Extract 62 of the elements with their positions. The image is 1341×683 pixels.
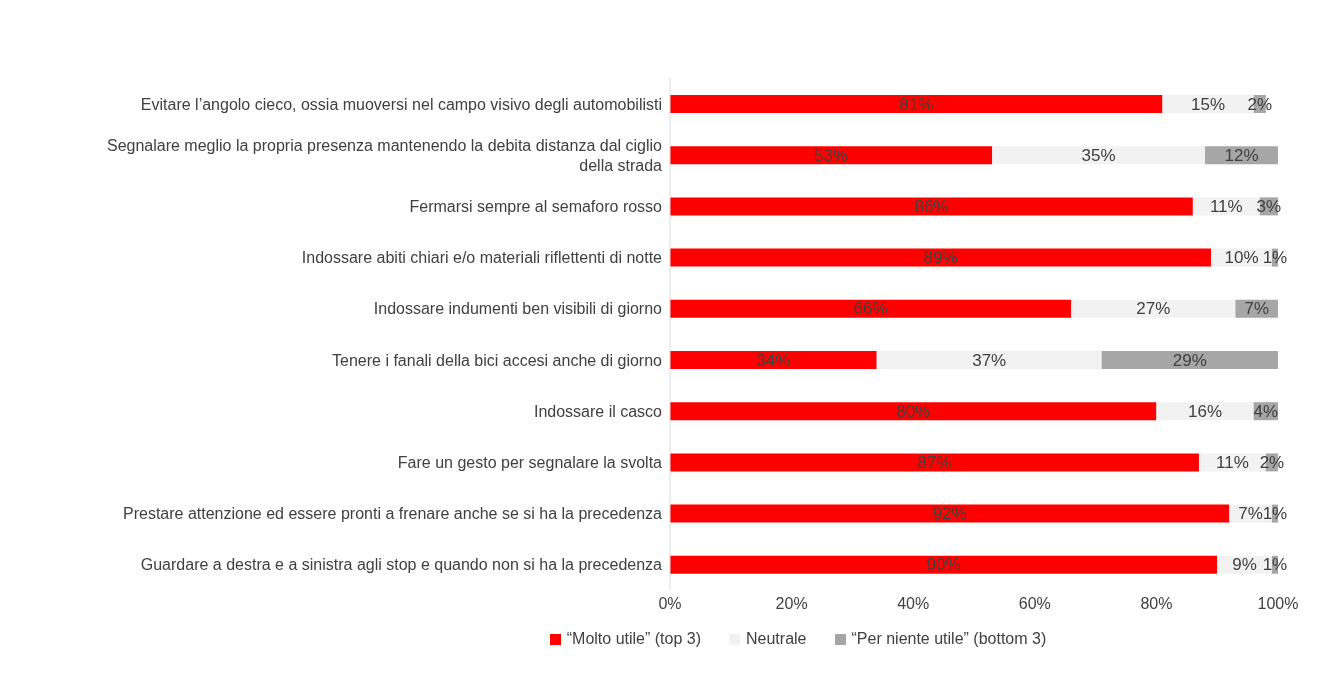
bar [670,453,1199,472]
bar [670,555,1218,574]
y-tick-label: Prestare attenzione ed essere pronti a frenare anche se si ha la precedenza [123,504,663,522]
y-tick-label: Indossare abiti chiari e/o materiali riflettenti di notte [301,248,663,266]
data-label: 12% [1224,145,1259,165]
bar [670,248,1212,267]
bar [670,299,1072,318]
y-tick-label: Indossare il casco [533,402,663,420]
legend-label: “Molto utile” (top 3) [566,630,702,648]
y-tick-label: Indossare indumenti ben visibili di giorno [373,299,663,317]
data-label: 10% [1224,248,1259,268]
data-label: 1% [1262,248,1288,268]
x-tick-label: 20% [775,595,808,613]
data-label: 35% [1081,145,1116,165]
bar [670,402,1157,421]
y-tick-label: Tenere i fanali della bici accesi anche di giorno [332,351,663,369]
data-label: 80% [896,401,931,421]
data-label: 7% [1238,504,1263,524]
bar [876,351,1102,369]
bar [670,146,993,165]
x-tick-label: 0% [658,595,682,613]
bar [670,95,1163,113]
data-label: 15% [1191,94,1226,114]
data-label: 53% [814,145,849,165]
data-label: 11% [1216,452,1249,472]
data-label: 81% [899,94,934,114]
data-label: 34% [756,350,791,370]
bar [670,351,877,369]
x-tick-label: 80% [1140,595,1173,613]
y-tick-label: Segnalare meglio la propria presenza mantenendo la debita distanza dal ciglio della strada [106,136,663,174]
data-label: 92% [932,504,967,524]
y-tick-label: Guardare a destra e a sinistra agli stop e quando non si ha la precedenza [140,555,663,573]
data-label: 16% [1188,401,1223,421]
bar [670,197,1193,216]
data-label: 7% [1244,299,1270,319]
data-label: 87% [917,452,952,472]
data-label: 11% [1209,196,1243,216]
data-label: 89% [923,248,958,268]
bar [670,504,1230,523]
data-label: 1% [1262,555,1288,575]
data-label: 66% [853,299,888,319]
data-label: 27% [1136,299,1171,319]
bar [992,146,1206,165]
data-label: 1% [1262,504,1288,524]
data-label: 2% [1247,94,1273,114]
y-tick-label: Fare un gesto per segnalare la svolta [397,453,663,471]
data-label: 2% [1259,452,1285,472]
data-label: 9% [1232,555,1257,575]
x-tick-label: 60% [1018,595,1051,613]
data-label: 86% [914,196,949,216]
y-tick-label: Evitare l’angolo cieco, ossia muoversi nel campo visivo degli automobilisti [140,95,662,113]
legend-label: Neutrale [746,630,807,648]
legend-label: “Per niente utile” (bottom 3) [851,630,1047,648]
data-label: 29% [1172,350,1207,370]
data-label: 90% [926,555,961,575]
x-tick-label: 40% [897,595,930,613]
y-tick-label: Fermarsi sempre al semaforo rosso [409,197,663,215]
x-tick-label: 100% [1257,595,1299,613]
data-label: 4% [1253,401,1279,421]
data-label: 37% [972,350,1007,370]
bar [1101,351,1278,369]
bar [1071,299,1236,318]
